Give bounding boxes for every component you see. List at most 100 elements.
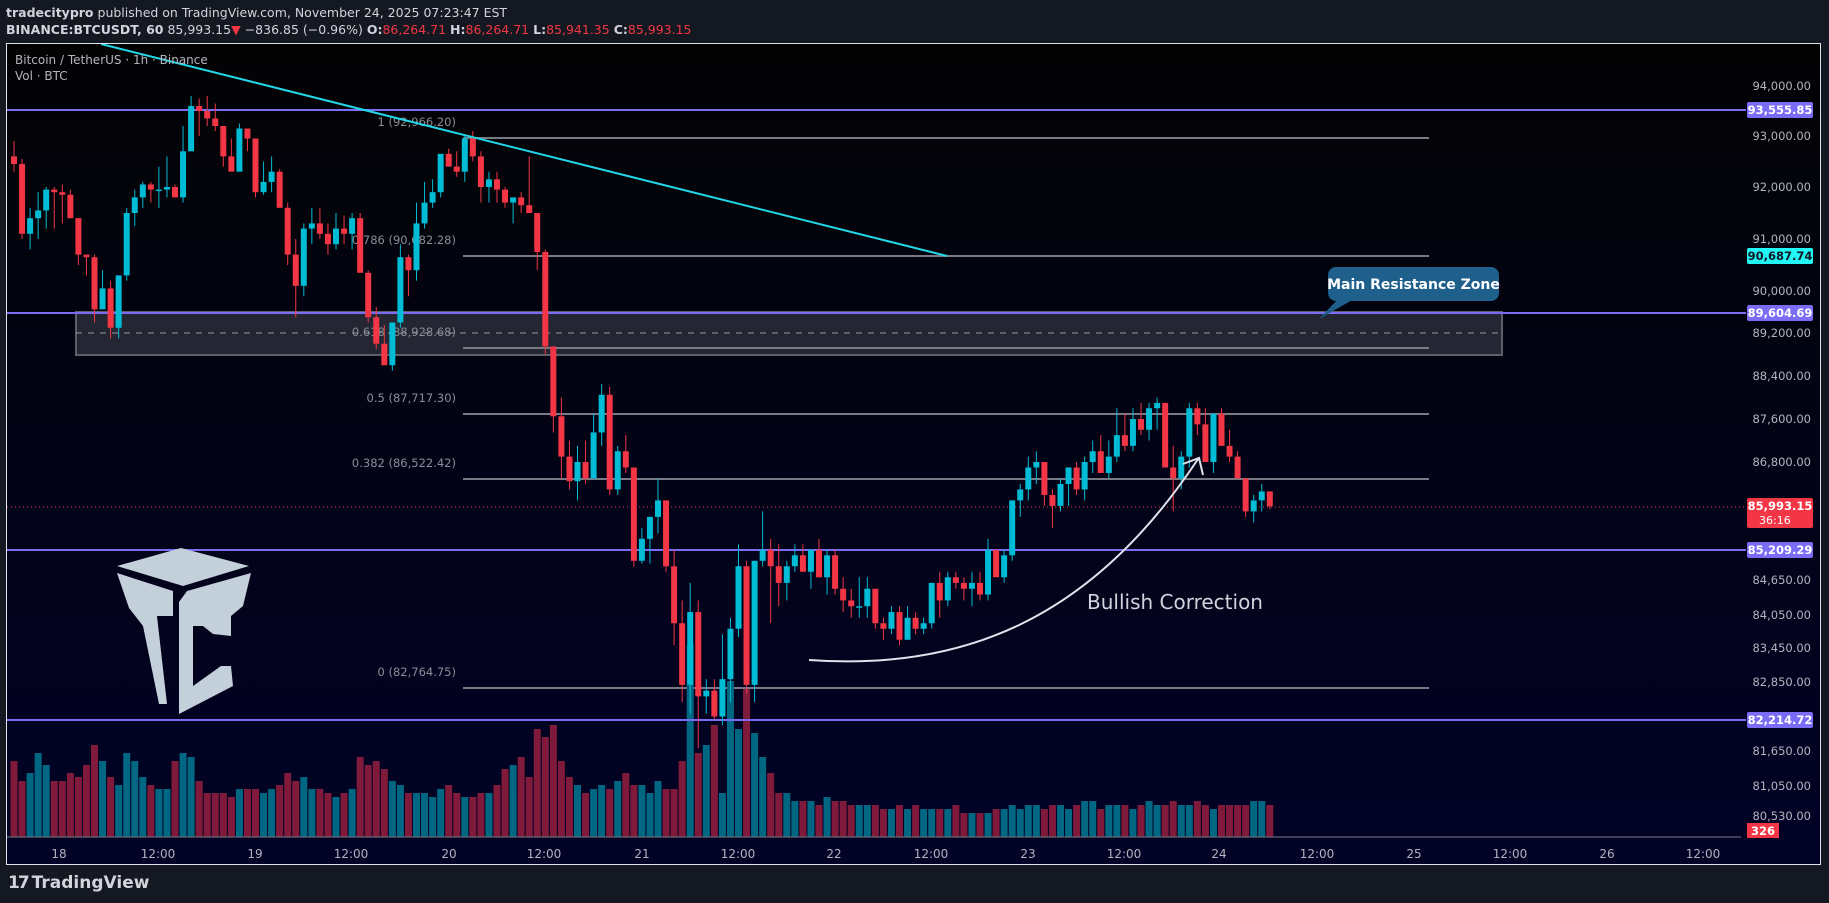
candle-body xyxy=(405,257,412,271)
volume-bar xyxy=(380,769,388,837)
volume-bar xyxy=(340,793,348,837)
volume-bar xyxy=(284,773,292,837)
price-axis-label: 93,000.00 xyxy=(1752,129,1811,143)
volume-bar xyxy=(413,793,420,837)
volume-bar xyxy=(702,745,710,837)
volume-bar xyxy=(904,809,912,837)
candle-body xyxy=(1218,413,1225,446)
volume-bar xyxy=(654,781,662,837)
volume-bar xyxy=(509,765,517,837)
candle-body xyxy=(727,628,734,680)
candle-body xyxy=(1113,435,1120,457)
candle-body xyxy=(751,560,758,685)
candle-body xyxy=(952,577,959,583)
candle-body xyxy=(469,138,476,157)
time-axis-label: 25 xyxy=(1406,847,1421,861)
candle-body xyxy=(767,549,774,567)
price-level-tag xyxy=(1747,305,1813,321)
candle-body xyxy=(824,555,831,578)
candle-body xyxy=(1081,462,1088,490)
volume-bar xyxy=(1161,805,1169,837)
legend-volume[interactable]: Vol · BTC xyxy=(15,69,68,83)
volume-bar xyxy=(203,793,211,837)
candle-body xyxy=(1250,500,1257,512)
volume-bar xyxy=(123,753,131,837)
candle-body xyxy=(856,606,863,608)
symbol-info: BINANCE:BTCUSDT, 60 85,993.15▼ −836.85 (… xyxy=(6,22,692,37)
chart-canvas[interactable]: 1 (92,966.20)0.786 (90,682.28)0.618 (88,… xyxy=(7,44,1821,865)
volume-bar xyxy=(928,809,936,837)
price-axis-label: 84,650.00 xyxy=(1752,573,1811,587)
volume-bar xyxy=(582,793,590,837)
volume-bar xyxy=(211,793,219,837)
candle-body xyxy=(534,213,541,252)
volume-bar xyxy=(767,773,775,837)
candle-body xyxy=(196,106,203,111)
time-axis-label: 24 xyxy=(1211,847,1226,861)
candle-body xyxy=(646,516,653,539)
legend-title[interactable]: Bitcoin / TetherUS · 1h · Binance xyxy=(15,53,208,67)
candle-body xyxy=(83,254,90,258)
volume-bar xyxy=(638,785,646,837)
volume-bar xyxy=(799,801,807,837)
volume-bar xyxy=(469,797,477,837)
candle-body xyxy=(131,197,138,213)
tradingview-logo[interactable]: 17 TradingView xyxy=(8,873,149,893)
candle-body xyxy=(429,192,436,203)
candle-body xyxy=(1202,424,1209,462)
candle-body xyxy=(1178,456,1185,479)
volume-bar xyxy=(501,769,509,837)
volume-bar xyxy=(735,729,742,837)
volume-tag-text: 326 xyxy=(1751,824,1775,838)
candle-body xyxy=(324,233,331,245)
descending-trendline xyxy=(100,44,948,257)
chart-frame[interactable]: 1 (92,966.20) 0.786 (90,682.28) 0.618 (88,… xyxy=(6,43,1821,865)
volume-bar xyxy=(1201,805,1209,837)
time-axis-label: 12:00 xyxy=(527,847,562,861)
time-axis-label: 21 xyxy=(634,847,649,861)
candle-body xyxy=(228,156,235,172)
candle-body xyxy=(51,189,58,193)
volume-bar xyxy=(74,777,82,837)
volume-tag xyxy=(1747,823,1779,838)
candle-body xyxy=(300,228,307,286)
volume-bar xyxy=(662,789,670,837)
candle-body xyxy=(687,612,694,685)
candle-body xyxy=(638,538,645,561)
candle-body xyxy=(1065,467,1072,484)
volume-bar xyxy=(187,757,195,837)
volume-bar xyxy=(743,689,751,837)
candle-body xyxy=(316,223,323,234)
candle-body xyxy=(872,588,879,624)
volume-bar xyxy=(751,733,759,837)
candle-body xyxy=(944,577,951,601)
volume-bar xyxy=(1024,805,1032,837)
candle-body xyxy=(816,549,822,578)
candle-body xyxy=(655,500,661,517)
candle-body xyxy=(252,138,259,193)
tradingview-mark-icon: 17 xyxy=(8,873,30,893)
volume-bar xyxy=(622,773,630,837)
volume-bar xyxy=(1040,809,1048,837)
candle-body xyxy=(268,171,275,182)
volume-bar xyxy=(831,801,839,837)
candle-body xyxy=(759,549,766,561)
volume-bar xyxy=(517,757,525,837)
volume-bar xyxy=(1089,801,1097,837)
candle-body xyxy=(1049,494,1056,506)
candle-body xyxy=(920,623,927,629)
volume-bar xyxy=(485,793,493,837)
countdown-text: 36:16 xyxy=(1759,514,1791,527)
price-change: −836.85 (−0.96%) xyxy=(244,22,363,37)
candle-body xyxy=(783,566,790,583)
volume-bar xyxy=(227,797,235,837)
volume-bar xyxy=(847,805,855,837)
volume-bar xyxy=(1153,805,1161,837)
candle-body xyxy=(582,462,589,479)
volume-bar xyxy=(791,801,799,837)
time-axis-label: 12:00 xyxy=(1107,847,1142,861)
volume-bar xyxy=(155,789,163,837)
volume-bar xyxy=(879,809,887,837)
author-name[interactable]: tradecitypro xyxy=(6,5,94,20)
volume-bar xyxy=(308,789,316,837)
